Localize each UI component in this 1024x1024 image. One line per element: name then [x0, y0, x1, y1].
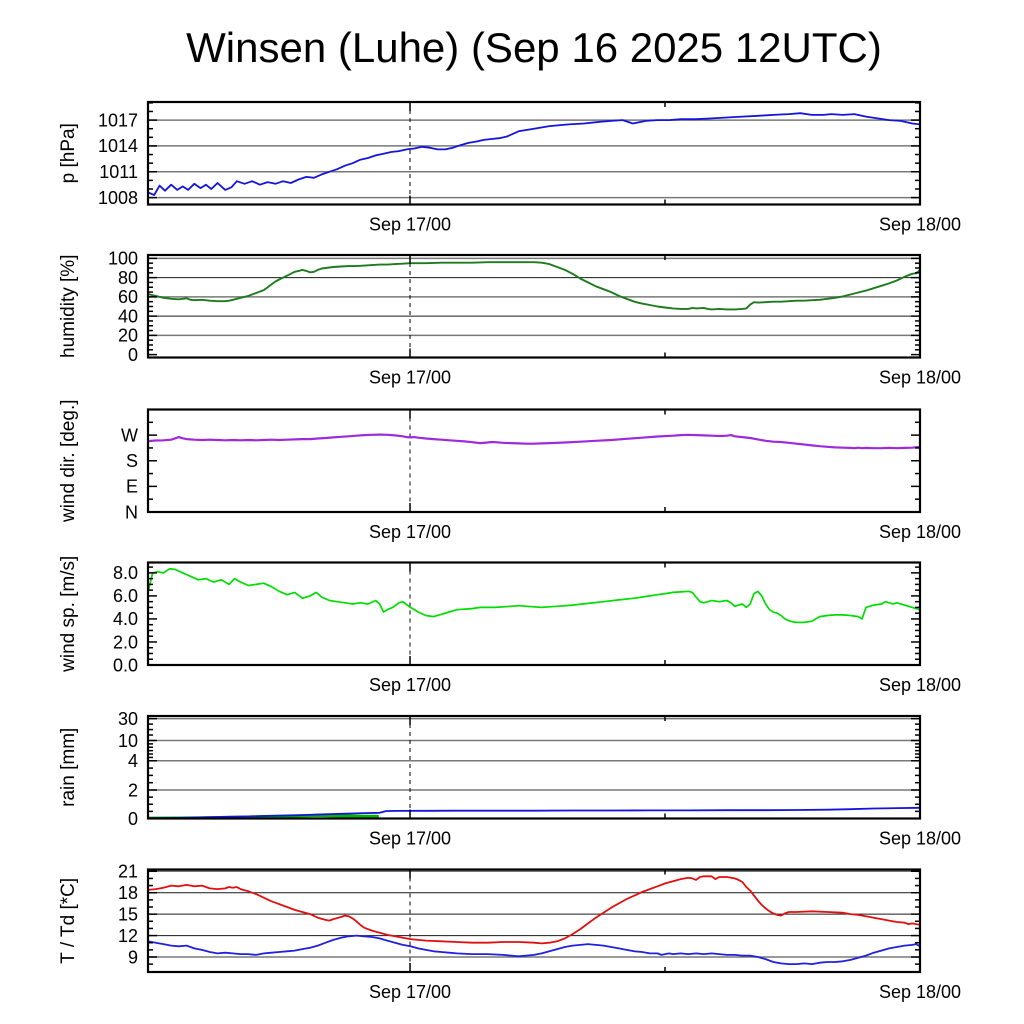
ytick-label-wind-direction-N: N — [125, 502, 138, 522]
xtick-label-wind-direction: Sep 18/00 — [879, 522, 961, 542]
ytick-label-rain-0: 0 — [128, 809, 138, 829]
xtick-label-temperature: Sep 17/00 — [369, 982, 451, 1002]
panel-border-humidity — [146, 253, 922, 359]
ytick-label-humidity-100: 100 — [108, 249, 138, 269]
ytick-label-humidity-20: 20 — [118, 326, 138, 346]
series-pressure-line — [148, 112, 920, 196]
panel-border-wind-direction — [146, 408, 922, 514]
ytick-label-wind-speed-8.0: 8.0 — [113, 563, 138, 583]
ytick-label-temperature-15: 15 — [118, 904, 138, 924]
yaxis-label-temperature: T / Td [*C] — [58, 878, 79, 964]
panel-border-rain — [146, 714, 922, 820]
ytick-label-rain-2: 2 — [128, 780, 138, 800]
ytick-label-humidity-40: 40 — [118, 306, 138, 326]
series-humidity-line — [148, 261, 920, 311]
yaxis-label-humidity: humidity [%] — [58, 255, 79, 358]
xtick-label-rain: Sep 18/00 — [879, 829, 961, 849]
panel-pressure: 1008 1011 1014 1017 Sep 17/00 Sep 18/00 p [hPa… — [58, 100, 961, 235]
ytick-label-humidity-80: 80 — [118, 268, 138, 288]
chart-title: Winsen (Luhe) (Sep 16 2025 12UTC) — [186, 24, 882, 71]
yaxis-label-rain: rain [mm] — [58, 728, 79, 807]
ytick-label-rain-30: 30 — [118, 709, 138, 729]
series-temperature-line — [148, 875, 920, 945]
ytick-label-pressure-1014: 1014 — [98, 136, 138, 156]
series-dewpoint-line — [148, 934, 920, 965]
series-rain-accumulated-line — [148, 806, 920, 819]
xtick-label-wind-speed: Sep 17/00 — [369, 675, 451, 695]
ytick-label-pressure-1011: 1011 — [99, 162, 138, 182]
ytick-label-wind-speed-6.0: 6.0 — [113, 586, 138, 606]
ytick-label-rain-4: 4 — [128, 751, 138, 771]
ytick-label-wind-speed-2.0: 2.0 — [113, 632, 138, 652]
xtick-label-wind-speed: Sep 18/00 — [879, 675, 961, 695]
ytick-label-pressure-1008: 1008 — [98, 188, 138, 208]
ytick-label-humidity-0: 0 — [128, 345, 138, 365]
xtick-label-temperature: Sep 18/00 — [879, 982, 961, 1002]
panel-border-wind-speed — [146, 561, 922, 667]
ytick-label-temperature-9: 9 — [128, 947, 138, 967]
ytick-label-pressure-1017: 1017 — [98, 110, 138, 130]
xtick-label-humidity: Sep 17/00 — [369, 368, 451, 388]
xtick-label-wind-direction: Sep 17/00 — [369, 522, 451, 542]
xtick-label-pressure: Sep 17/00 — [369, 215, 451, 235]
ytick-label-wind-speed-0.0: 0.0 — [113, 655, 138, 675]
panel-wind-speed: 0.0 2.0 4.0 6.0 8.0 Sep 17/00 Sep 18/00 wind sp… — [58, 556, 961, 695]
ytick-label-wind-speed-4.0: 4.0 — [113, 609, 138, 629]
ytick-label-temperature-12: 12 — [118, 926, 138, 946]
xtick-label-humidity: Sep 18/00 — [879, 368, 961, 388]
yaxis-label-wind-direction: wind dir. [deg.] — [58, 399, 79, 523]
xtick-label-rain: Sep 17/00 — [369, 829, 451, 849]
ytick-label-wind-direction-S: S — [126, 451, 138, 471]
ytick-label-wind-direction-E: E — [126, 477, 138, 497]
ytick-label-wind-direction-W: W — [121, 425, 138, 445]
yaxis-label-wind-speed: wind sp. [m/s] — [58, 556, 79, 673]
panel-border-pressure — [146, 100, 922, 206]
series-wind-direction-line — [148, 433, 920, 450]
xtick-label-pressure: Sep 18/00 — [879, 215, 961, 235]
ytick-label-temperature-18: 18 — [118, 883, 138, 903]
meteogram-panels: 1008 1011 1014 1017 Sep 17/00 Sep 18/00 p [hPa… — [58, 100, 961, 1002]
yaxis-label-pressure: p [hPa] — [58, 123, 79, 183]
ytick-label-temperature-21: 21 — [118, 862, 138, 882]
ytick-label-rain-10: 10 — [118, 731, 138, 751]
ytick-label-humidity-60: 60 — [118, 287, 138, 307]
series-wind-speed-line — [148, 567, 920, 624]
